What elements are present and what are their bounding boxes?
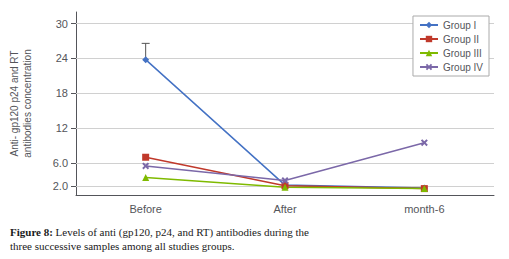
svg-text:three successive samples among: three successive samples among all studi… — [10, 240, 235, 252]
svg-text:30: 30 — [56, 18, 68, 30]
svg-text:antibodies concentration: antibodies concentration — [22, 49, 33, 157]
svg-text:Group I: Group I — [443, 20, 476, 31]
svg-text:Group III: Group III — [443, 48, 482, 59]
svg-text:Anti- gp120 p24 and RT: Anti- gp120 p24 and RT — [9, 50, 20, 156]
svg-text:Group IV: Group IV — [443, 62, 483, 73]
svg-text:6.0: 6.0 — [53, 157, 68, 169]
svg-text:Levels of anti (gp120, p24, an: Levels of anti (gp120, p24, and RT) anti… — [53, 226, 309, 239]
svg-text:Figure 8:: Figure 8: — [10, 226, 53, 238]
svg-text:18: 18 — [56, 87, 68, 99]
svg-text:2.0: 2.0 — [53, 180, 68, 192]
svg-text:After: After — [273, 203, 297, 215]
svg-text:Group II: Group II — [443, 34, 479, 45]
svg-text:Before: Before — [129, 203, 161, 215]
svg-text:12: 12 — [56, 122, 68, 134]
svg-text:24: 24 — [56, 52, 68, 64]
svg-text:month-6: month-6 — [404, 203, 444, 215]
